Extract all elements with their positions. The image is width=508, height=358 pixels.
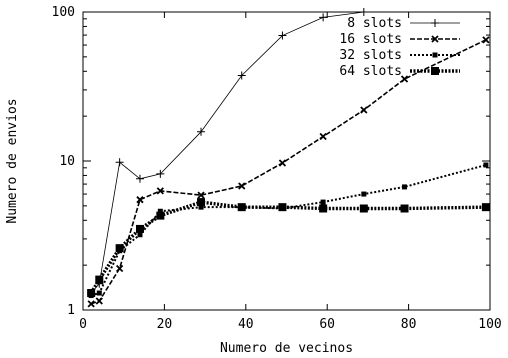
legend-swatch-marker	[431, 35, 439, 43]
x-tick-label: 100	[478, 317, 501, 332]
data-point	[483, 162, 489, 168]
y-axis-title: Numero de envios	[5, 98, 20, 223]
data-point	[278, 203, 287, 212]
data-point	[400, 204, 409, 213]
legend-swatch-marker	[431, 19, 439, 27]
data-point	[198, 204, 204, 210]
data-point	[135, 224, 144, 233]
data-point	[156, 187, 164, 195]
data-point	[361, 191, 367, 197]
data-point	[238, 182, 246, 190]
x-tick-label: 0	[79, 317, 87, 332]
data-point	[115, 264, 124, 273]
data-point	[197, 198, 206, 207]
y-tick-label: 100	[52, 5, 75, 20]
data-point	[320, 199, 326, 205]
data-point	[87, 300, 95, 308]
series-1	[87, 36, 490, 308]
data-point	[359, 8, 368, 16]
legend-label: 16 slots	[339, 32, 402, 47]
x-tick-label: 40	[238, 317, 254, 332]
axes: 0 20 40 60 80 100 1 10 100	[52, 5, 502, 332]
data-point	[136, 196, 144, 204]
data-point	[278, 159, 287, 167]
x-axis-title: Numero de vecinos	[220, 341, 353, 356]
legend-item: 16 slots	[339, 32, 460, 47]
legend-item: 64 slots	[339, 64, 460, 79]
data-point	[95, 297, 103, 305]
data-point	[360, 106, 368, 114]
series-2	[88, 162, 489, 299]
legend-label: 64 slots	[339, 64, 402, 79]
data-point	[237, 71, 246, 80]
y-tick-label: 1	[67, 303, 75, 318]
series-layer	[87, 8, 490, 308]
data-point	[359, 204, 368, 213]
legend-item: 32 slots	[339, 48, 460, 63]
data-point	[96, 290, 102, 296]
data-point	[197, 191, 205, 199]
data-point	[156, 169, 165, 178]
legend-label: 8 slots	[347, 16, 402, 31]
data-point	[156, 211, 165, 220]
legend-swatch-marker	[431, 67, 439, 75]
series-line	[90, 11, 364, 294]
data-point	[278, 31, 287, 40]
data-point	[137, 232, 143, 238]
data-point	[482, 36, 490, 44]
legend-swatch-marker	[432, 52, 438, 58]
data-point	[319, 132, 327, 141]
x-tick-label: 80	[401, 317, 417, 332]
series-line	[90, 39, 487, 305]
data-point	[95, 275, 104, 284]
series-3	[87, 198, 490, 298]
data-point	[115, 244, 124, 253]
data-point	[319, 204, 328, 213]
data-point	[237, 203, 246, 212]
series-0	[87, 8, 368, 298]
legend-item: 8 slots	[347, 16, 460, 31]
series-line	[89, 200, 486, 294]
y-tick-label: 10	[59, 154, 75, 169]
data-point	[481, 203, 490, 212]
data-point	[402, 184, 408, 190]
data-point	[197, 127, 206, 136]
x-tick-label: 20	[157, 317, 173, 332]
data-point	[157, 208, 163, 214]
data-point	[115, 158, 124, 167]
series-line	[90, 164, 487, 297]
legend-label: 32 slots	[339, 48, 402, 63]
data-point	[87, 289, 96, 298]
data-point	[400, 75, 409, 83]
data-point	[319, 13, 328, 22]
data-point	[135, 174, 144, 183]
x-tick-label: 60	[319, 317, 335, 332]
